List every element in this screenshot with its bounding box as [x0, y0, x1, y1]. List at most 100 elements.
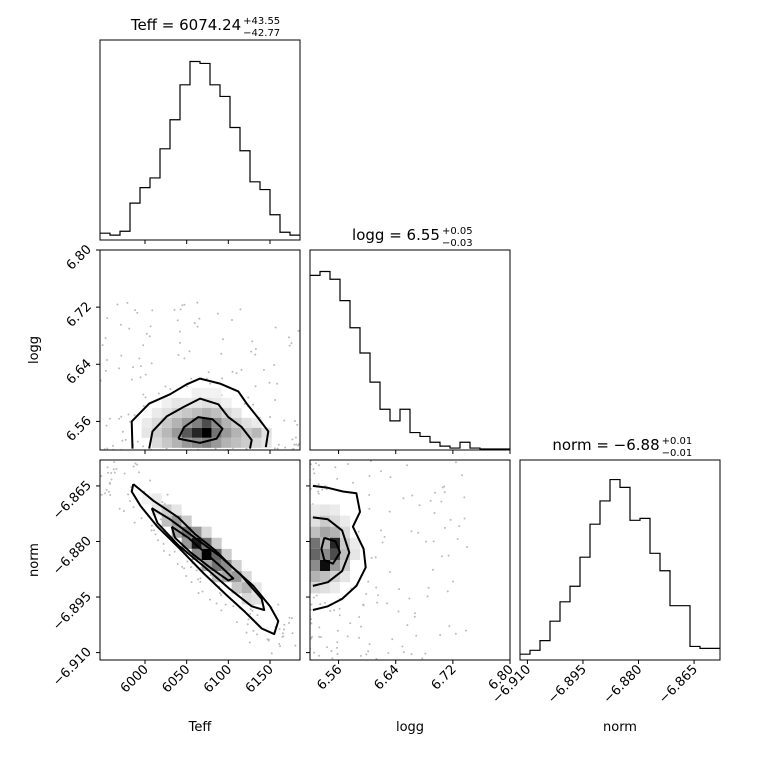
sample-point	[112, 444, 115, 447]
density-cell	[181, 437, 192, 448]
sample-point	[446, 590, 449, 593]
hist-title-logg: logg = 6.55	[352, 226, 440, 244]
hist-bin-norm	[550, 621, 560, 660]
sample-point	[427, 586, 430, 589]
sample-point	[178, 330, 181, 333]
sample-point	[346, 635, 349, 638]
density-cell	[310, 548, 320, 560]
sample-point	[287, 336, 290, 339]
density-cell	[191, 548, 202, 560]
sample-point	[278, 628, 281, 631]
density-cell	[201, 427, 212, 438]
sample-point	[440, 500, 443, 503]
sample-point	[338, 607, 341, 610]
density-cell	[330, 515, 340, 527]
hist-bin-norm	[520, 654, 530, 660]
hist-bin-Teff	[100, 233, 110, 240]
sample-point	[231, 370, 234, 373]
density-cell	[211, 537, 222, 549]
sample-point	[449, 518, 452, 521]
sample-point	[222, 338, 225, 341]
hist-bin-norm	[670, 606, 680, 660]
sample-point	[387, 651, 390, 654]
sample-point	[256, 633, 259, 636]
sample-point	[311, 635, 314, 638]
sample-point	[107, 471, 110, 474]
density-cell	[171, 417, 182, 428]
sample-point	[461, 474, 464, 477]
hist-bin-norm	[620, 487, 630, 660]
sample-point	[251, 609, 254, 612]
sample-point	[181, 565, 184, 568]
density-cell	[181, 397, 192, 408]
sample-point	[113, 461, 116, 464]
sample-point	[312, 467, 315, 470]
sample-point	[190, 377, 193, 380]
sample-point	[336, 652, 339, 655]
sample-point	[294, 436, 297, 439]
density-cell	[161, 427, 172, 438]
sample-point	[195, 569, 198, 572]
sample-point	[130, 378, 133, 381]
sample-point	[314, 462, 317, 465]
sample-point	[108, 481, 111, 484]
sample-point	[290, 617, 293, 620]
sample-point	[118, 367, 121, 370]
hist-bin-logg	[410, 433, 420, 450]
sample-point	[454, 632, 457, 635]
sample-point	[367, 580, 370, 583]
sample-point	[254, 348, 257, 351]
sample-point	[139, 376, 142, 379]
sample-point	[199, 580, 202, 583]
sample-point	[410, 653, 413, 656]
axis-label-y-norm: norm	[27, 543, 42, 577]
hist-panel-norm: norm = −6.88 +0.01−0.01	[519, 436, 721, 664]
sample-point	[104, 492, 107, 495]
sample-point	[406, 624, 409, 627]
sample-point	[424, 652, 427, 655]
sample-point	[209, 382, 212, 385]
sample-point	[176, 563, 179, 566]
sample-point	[376, 601, 379, 604]
sample-point	[201, 590, 204, 593]
hist-bin-norm	[560, 602, 570, 660]
sample-point	[282, 628, 285, 631]
hist-line-Teff	[100, 60, 300, 236]
sample-point	[319, 635, 322, 638]
hist-bin-logg	[310, 275, 320, 450]
sample-point	[443, 485, 446, 488]
sample-point	[268, 381, 271, 384]
sample-point	[277, 443, 280, 446]
density-cell	[161, 437, 172, 448]
hist-bin-Teff	[290, 235, 300, 240]
hist-bin-norm	[610, 480, 620, 660]
sample-point	[100, 493, 103, 496]
sample-point	[326, 646, 329, 649]
sample-point	[110, 478, 113, 481]
density-cell	[221, 417, 232, 428]
sample-point	[281, 635, 284, 638]
panel-frame	[99, 459, 301, 661]
axis-label-y-logg: logg	[27, 336, 42, 364]
contour-level-2	[312, 516, 351, 587]
sample-point	[418, 504, 421, 507]
hist-bin-Teff	[150, 178, 160, 240]
sample-point	[276, 447, 279, 450]
sample-point	[388, 510, 391, 513]
sample-point	[232, 605, 235, 608]
sample-point	[281, 632, 284, 635]
density-cell	[171, 407, 182, 418]
tick-label-x-norm: −6.895	[545, 662, 590, 707]
sample-point	[336, 629, 339, 632]
sample-point	[273, 447, 276, 450]
sample-point	[120, 415, 123, 418]
density-cell	[181, 417, 192, 428]
axis-label-x-norm: norm	[603, 720, 637, 735]
sample-point	[293, 420, 296, 423]
sample-point	[310, 637, 313, 640]
density-cell	[310, 582, 320, 594]
sample-point	[128, 420, 131, 423]
sample-point	[431, 568, 434, 571]
density-cell	[340, 548, 350, 560]
sample-point	[105, 488, 108, 491]
